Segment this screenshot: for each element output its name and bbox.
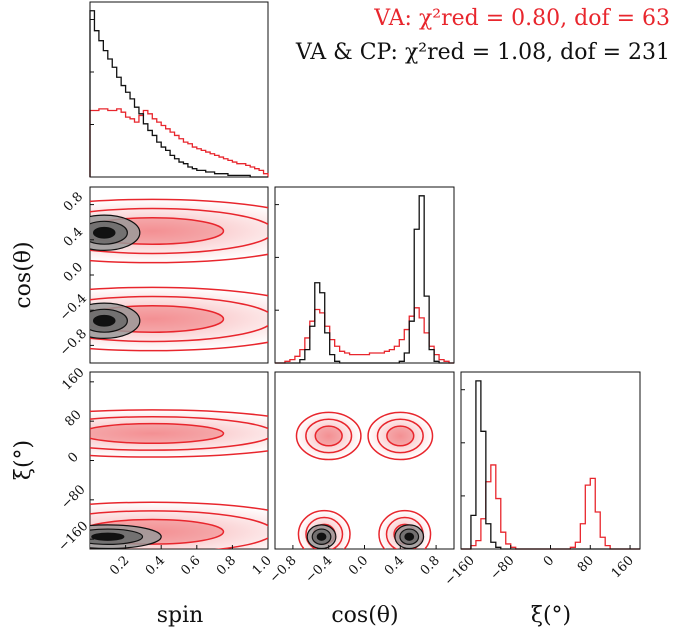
va-contour [386, 425, 415, 447]
xtick-label: 0.4 [143, 553, 168, 578]
hist-spin [89, 10, 269, 178]
xtick-label: 0.0 [346, 553, 371, 578]
xtick-label: 0.8 [214, 553, 239, 578]
xlabel-spin: spin [157, 603, 204, 628]
vacp-contour [316, 532, 327, 541]
vacp-contour [404, 532, 415, 541]
panel-hist-xi [460, 371, 641, 550]
va-contour [90, 415, 268, 451]
xtick-label: −80 [488, 553, 518, 583]
va-contour [378, 509, 432, 549]
va-contour [295, 411, 362, 461]
ytick-label: 0.4 [61, 225, 86, 250]
va-contour [90, 198, 268, 264]
ytick-label: 0.0 [61, 260, 86, 285]
va-contour [90, 501, 268, 511]
hist-xi [461, 380, 640, 550]
va-contour [90, 510, 268, 549]
va-contour [297, 509, 351, 549]
xtick-label: 80 [575, 553, 597, 575]
va-contour [90, 286, 268, 352]
legend-va: VA: χ²red = 0.80, dof = 63 [374, 6, 670, 31]
va-density [90, 287, 268, 351]
va-contour [305, 418, 353, 454]
va-contour [367, 411, 434, 461]
hist-step-vacp [275, 195, 454, 364]
xtick-label: −160 [442, 553, 478, 589]
ytick-label: 160 [59, 365, 87, 393]
va-contour [90, 409, 268, 458]
xtick-label: −0.4 [303, 553, 336, 586]
xtick-label: −0.8 [267, 553, 300, 586]
hist-step-vacp [461, 380, 640, 550]
va-contour [90, 207, 268, 255]
ytick-label: −160 [56, 519, 92, 555]
ylabel-xi: ξ(°) [11, 440, 36, 480]
va-contour [376, 418, 424, 454]
xtick-label: 0.2 [107, 553, 132, 578]
hist-step-va [461, 464, 640, 550]
va-contour [305, 516, 344, 549]
vacp-contour [92, 226, 116, 239]
va-contour [90, 422, 225, 445]
xtick-label: 0 [541, 553, 557, 569]
va-density [90, 409, 268, 458]
ytick-label: −0.4 [57, 291, 90, 324]
ytick-label: 80 [62, 408, 84, 430]
panel-hist-cos [274, 186, 455, 364]
legend-vacp: VA & CP: χ²red = 1.08, dof = 231 [295, 40, 670, 65]
ytick-label: 0.8 [61, 190, 86, 215]
contours-spin-xi [90, 409, 268, 549]
xlabel-xi: ξ(°) [531, 603, 571, 628]
xtick-label: 0.6 [178, 553, 203, 578]
xtick-label: 0.4 [382, 553, 407, 578]
ytick-label: −80 [59, 482, 89, 512]
panel-hist-spin [89, 1, 269, 178]
hist-step-vacp [89, 10, 268, 178]
ytick-label: 0 [65, 450, 81, 466]
contours-cos-xi [295, 411, 434, 549]
hist-step-va [89, 108, 269, 177]
va-contour [314, 425, 343, 447]
xtick-label: 0.8 [418, 553, 443, 578]
contours-spin-cos [90, 198, 268, 352]
vacp-contour [91, 532, 125, 541]
va-contour [90, 295, 268, 343]
ytick-label: −0.8 [57, 326, 90, 359]
hist-cos [275, 195, 454, 364]
ylabel-cos: cos(θ) [11, 241, 36, 308]
hist-step-va [275, 307, 454, 364]
xlabel-cos: cos(θ) [331, 603, 398, 628]
vacp-contour [92, 314, 116, 327]
va-density [90, 199, 268, 263]
xtick-label: 160 [609, 553, 637, 581]
